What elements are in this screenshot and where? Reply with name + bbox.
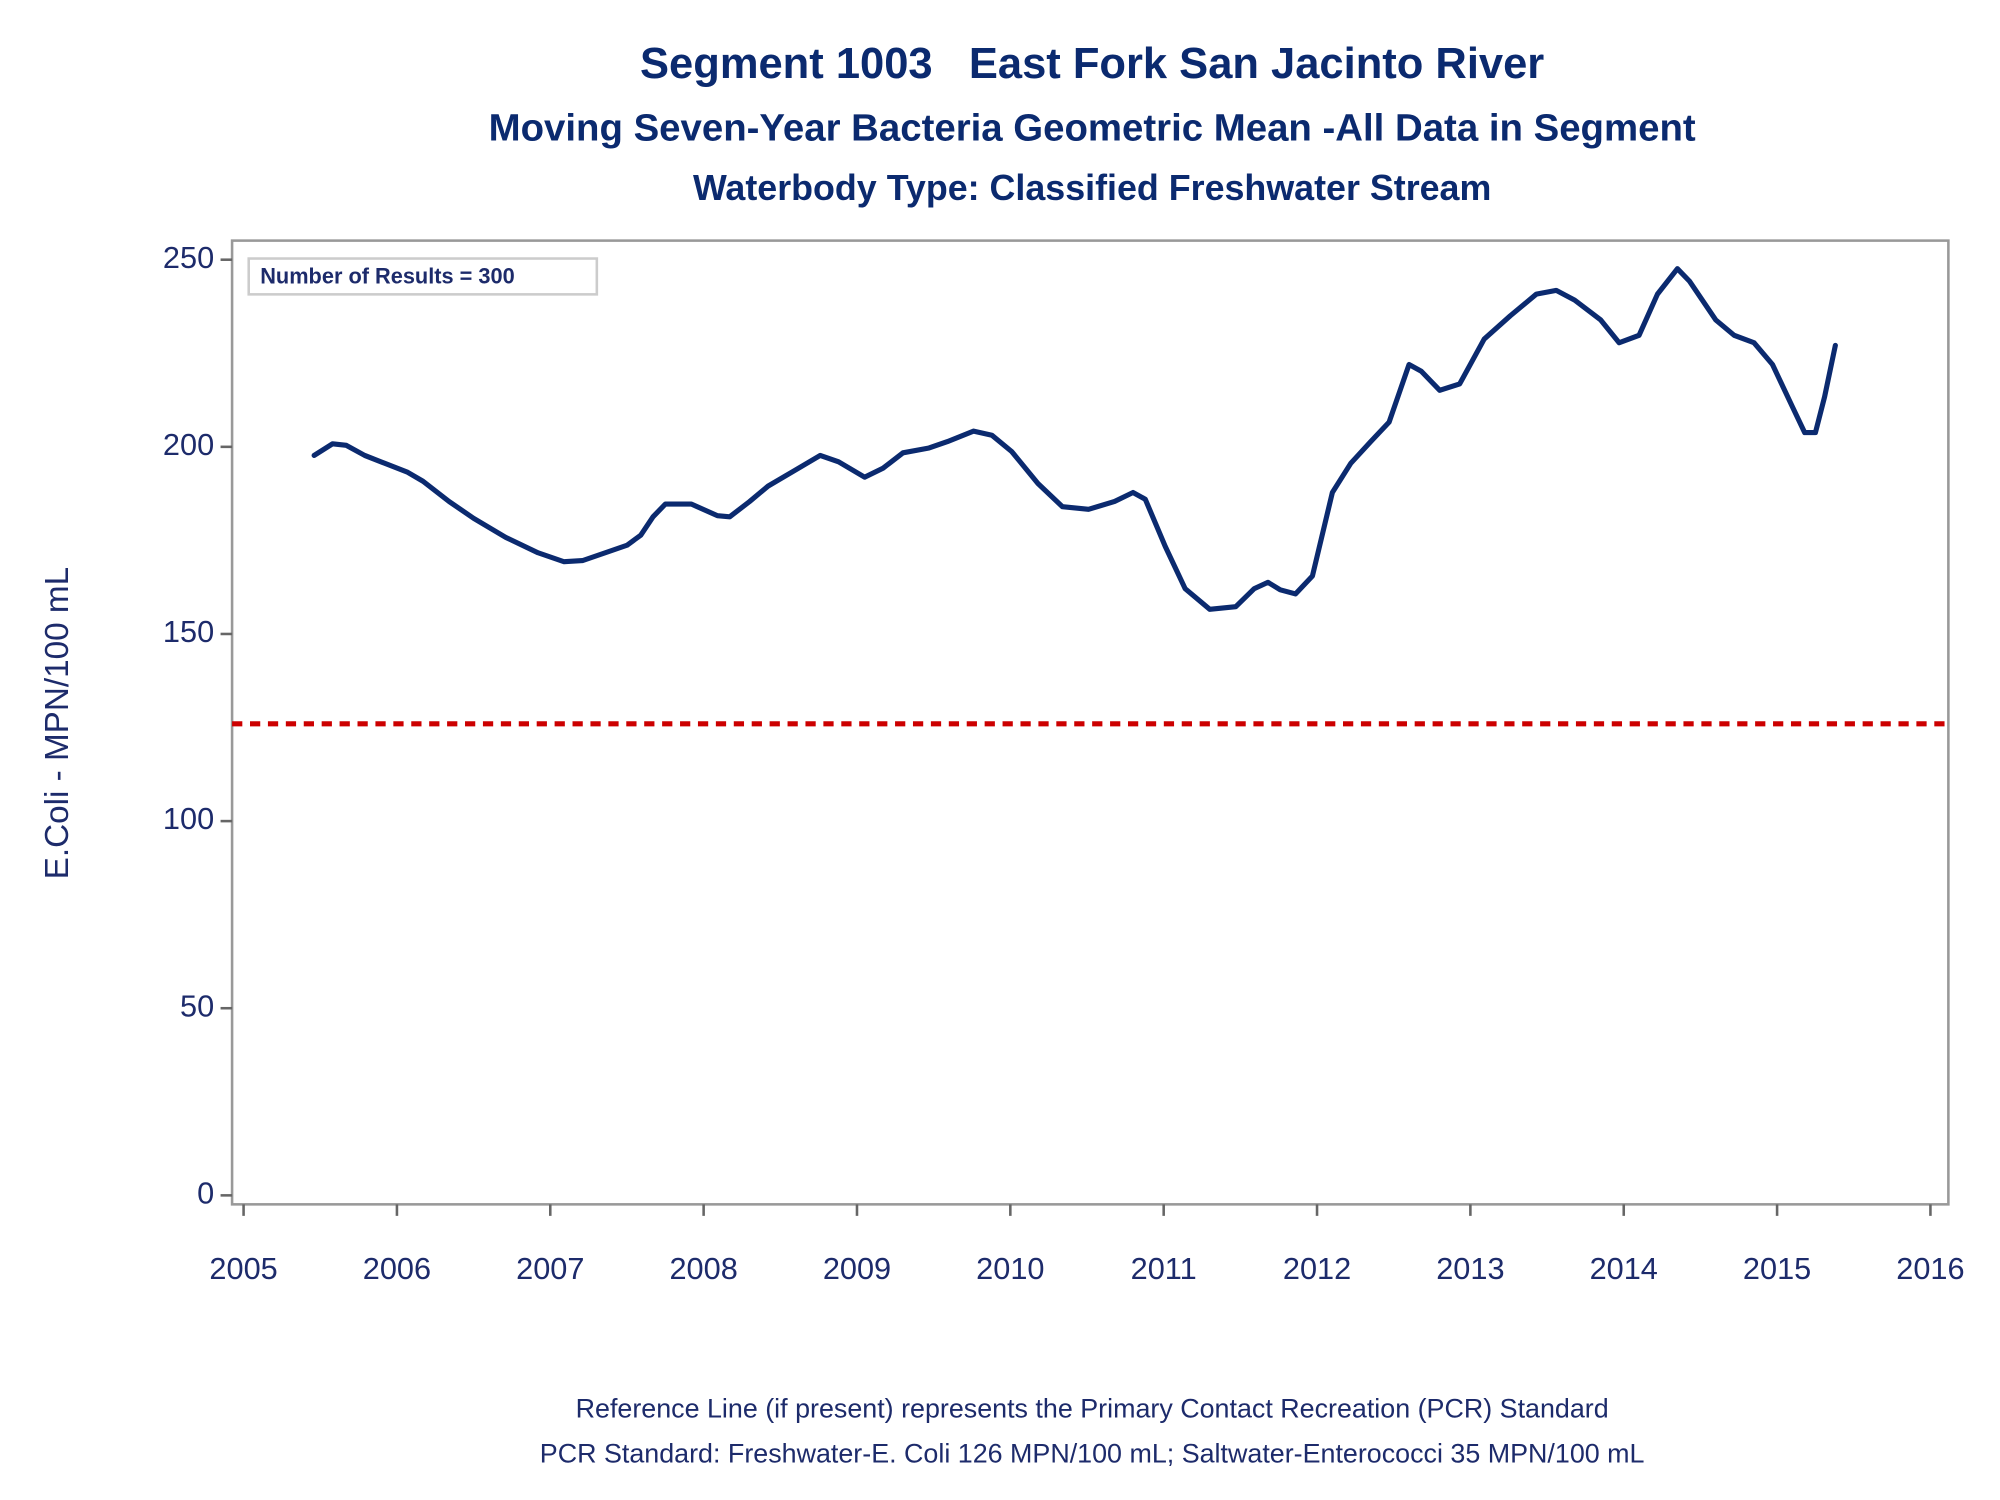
x-tick-label: 2005 <box>209 1251 277 1286</box>
chart-subtitle: Waterbody Type: Classified Freshwater St… <box>693 168 1491 208</box>
footnote: Reference Line (if present) represents t… <box>576 1394 1609 1424</box>
x-tick-label: 2015 <box>1743 1251 1811 1286</box>
x-tick-label: 2012 <box>1283 1251 1351 1286</box>
x-tick-label: 2016 <box>1896 1251 1964 1286</box>
y-tick-label: 0 <box>197 1175 214 1210</box>
x-tick-label: 2010 <box>976 1251 1044 1286</box>
y-tick-label: 100 <box>163 801 214 836</box>
x-tick-label: 2013 <box>1436 1251 1504 1286</box>
x-tick-label: 2009 <box>823 1251 891 1286</box>
y-tick-label: 50 <box>180 988 214 1023</box>
x-tick-label: 2014 <box>1590 1251 1658 1286</box>
y-tick-label: 250 <box>163 240 214 275</box>
chart-subtitle: Moving Seven-Year Bacteria Geometric Mea… <box>489 107 1696 150</box>
footnote: PCR Standard: Freshwater-E. Coli 126 MPN… <box>540 1438 1645 1468</box>
x-tick-label: 2007 <box>516 1251 584 1286</box>
y-tick-label: 150 <box>163 614 214 649</box>
x-tick-label: 2008 <box>669 1251 737 1286</box>
y-tick-label: 200 <box>163 427 214 462</box>
data-line <box>311 266 1838 612</box>
x-tick-label: 2011 <box>1131 1251 1197 1286</box>
chart-title: Segment 1003 East Fork San Jacinto River <box>640 40 1544 88</box>
annotation: Number of Results = 300 <box>260 263 514 288</box>
annotation-box <box>247 257 599 296</box>
x-tick-label: 2006 <box>363 1251 431 1286</box>
y-axis-label: E.Coli - MPN/100 mL <box>39 567 76 879</box>
